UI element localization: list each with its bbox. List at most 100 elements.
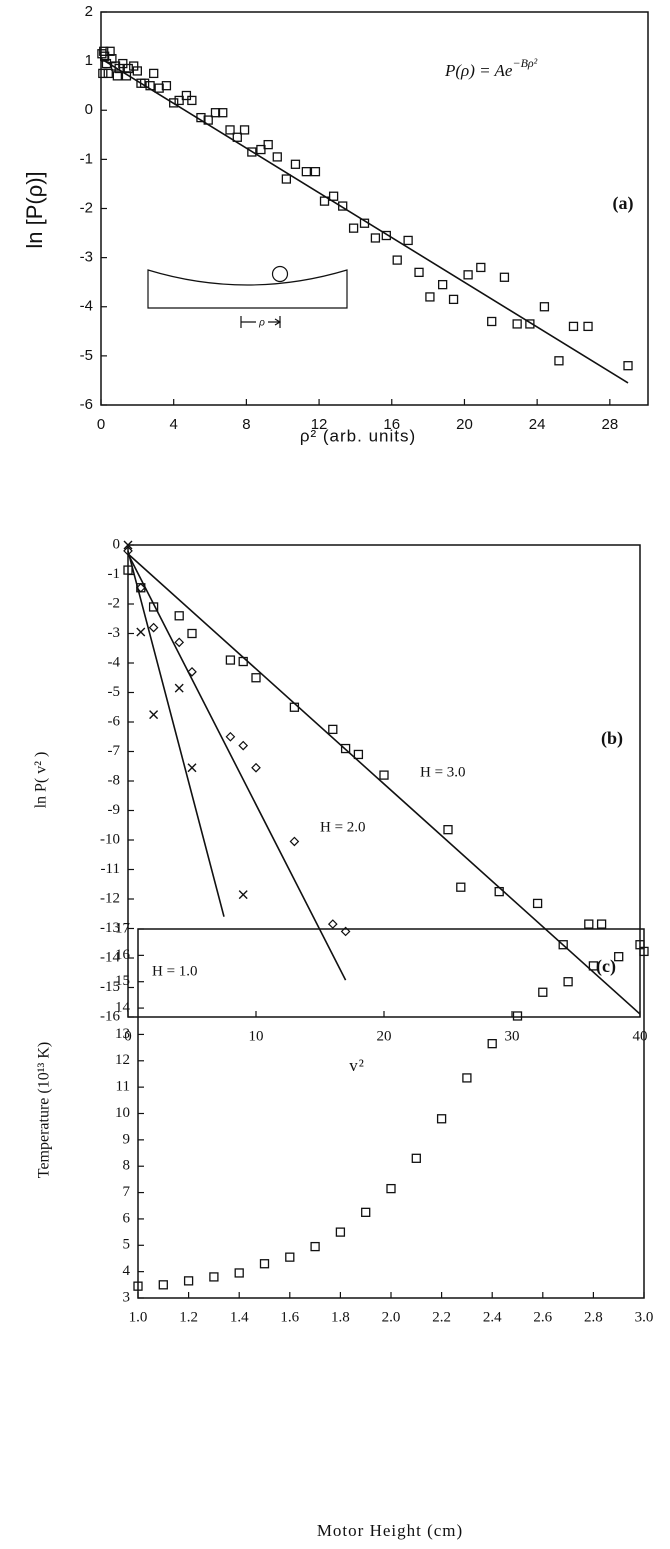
fit-line: [127, 553, 641, 1015]
data-point: [340, 926, 351, 937]
data-point: [174, 611, 184, 621]
panel-label: (a): [613, 193, 634, 214]
data-point: [161, 81, 172, 91]
x-tick-label: 20: [377, 1028, 392, 1044]
fit-line: [100, 57, 629, 384]
y-tick-label: -15: [100, 979, 120, 995]
series-label: H = 2.0: [320, 819, 366, 835]
data-point: [310, 1241, 320, 1252]
data-point: [285, 1252, 295, 1262]
data-point: [456, 882, 466, 892]
inset-label: ρ: [258, 318, 265, 329]
data-point: [425, 292, 435, 302]
data-point: [256, 144, 266, 155]
y-tick-label: -10: [100, 831, 120, 847]
y-tick-label: 1: [85, 52, 93, 69]
y-tick-label: 8: [123, 1158, 131, 1174]
y-tick-label: 6: [123, 1210, 131, 1226]
x-tick-label: 1.6: [280, 1309, 299, 1325]
x-tick-label: 0: [124, 1028, 132, 1044]
data-point: [588, 961, 599, 971]
inset-drawing: [147, 265, 348, 328]
fit-line: [127, 550, 225, 917]
y-tick-label: -6: [108, 713, 121, 729]
x-tick-label: 2.2: [432, 1309, 451, 1325]
data-point: [234, 1268, 244, 1278]
data-point: [370, 233, 381, 243]
data-point: [169, 98, 179, 108]
x-tick-label: 40: [633, 1028, 648, 1044]
data-point: [183, 1276, 194, 1286]
y-tick-label: 13: [115, 1026, 130, 1042]
x-axis-title: ρ² (arb. units): [300, 426, 416, 445]
data-point: [353, 749, 364, 760]
y-tick-label: 0: [85, 101, 93, 118]
data-point: [319, 196, 330, 206]
x-tick-label: 16: [383, 416, 400, 433]
data-point: [379, 770, 389, 780]
data-point: [386, 1183, 396, 1194]
y-tick-label: 16: [115, 947, 131, 963]
data-point: [98, 68, 108, 79]
data-point: [99, 46, 109, 56]
x-tick-label: 2.4: [483, 1309, 502, 1325]
y-tick-label: 12: [115, 1052, 130, 1068]
data-point: [149, 710, 159, 720]
y-tick-label: -16: [100, 1008, 120, 1024]
x-tick-label: 20: [456, 416, 473, 433]
y-tick-label: -6: [80, 396, 93, 413]
y-tick-label: -4: [80, 298, 93, 315]
y-tick-label: -14: [100, 949, 120, 965]
x-tick-label: 2.8: [584, 1309, 603, 1325]
panel: 0 -1 -2 -3 -4 -5 -6 -7 -8 -9 -10 -11 -12 -13 -14 -15 -16…: [33, 536, 648, 1074]
data-point: [494, 886, 504, 897]
panel-label: (c): [596, 956, 616, 977]
data-point: [101, 58, 112, 69]
data-point: [361, 1207, 371, 1217]
data-point: [225, 731, 236, 742]
data-point: [263, 139, 273, 150]
data-point: [247, 147, 257, 157]
data-point: [187, 763, 197, 773]
y-tick-label: -7: [108, 743, 121, 759]
data-point: [232, 132, 242, 142]
y-tick-label: 9: [123, 1131, 131, 1147]
x-tick-label: 8: [242, 416, 250, 433]
data-point: [196, 112, 206, 123]
data-point: [392, 255, 402, 265]
data-point: [414, 267, 424, 278]
data-point: [462, 1073, 472, 1083]
data-point: [123, 540, 133, 550]
data-point: [203, 115, 213, 125]
data-point: [136, 627, 146, 637]
data-point: [310, 167, 321, 177]
data-point: [436, 1114, 447, 1124]
data-point: [525, 319, 535, 329]
y-tick-label: -1: [80, 150, 93, 167]
x-tick-label: 0: [97, 416, 105, 433]
data-point: [558, 940, 568, 950]
data-point: [596, 919, 607, 929]
data-point: [328, 191, 339, 201]
data-point: [158, 1280, 168, 1290]
data-point: [476, 262, 486, 273]
y-tick-label: 14: [115, 1000, 131, 1016]
data-point: [411, 1153, 421, 1163]
y-tick-label: -13: [100, 920, 120, 936]
data-point: [210, 108, 221, 118]
data-point: [181, 90, 192, 101]
data-point: [187, 628, 197, 639]
data-point: [335, 1227, 346, 1237]
y-tick-label: 5: [123, 1237, 131, 1253]
data-point: [154, 83, 164, 93]
y-tick-label: 15: [115, 973, 130, 989]
data-point: [437, 279, 448, 290]
fit-line: [127, 553, 347, 981]
data-point: [403, 235, 413, 246]
data-point: [132, 66, 142, 76]
data-point: [238, 890, 248, 900]
x-tick-label: 2.6: [533, 1309, 552, 1325]
data-point: [103, 68, 113, 79]
